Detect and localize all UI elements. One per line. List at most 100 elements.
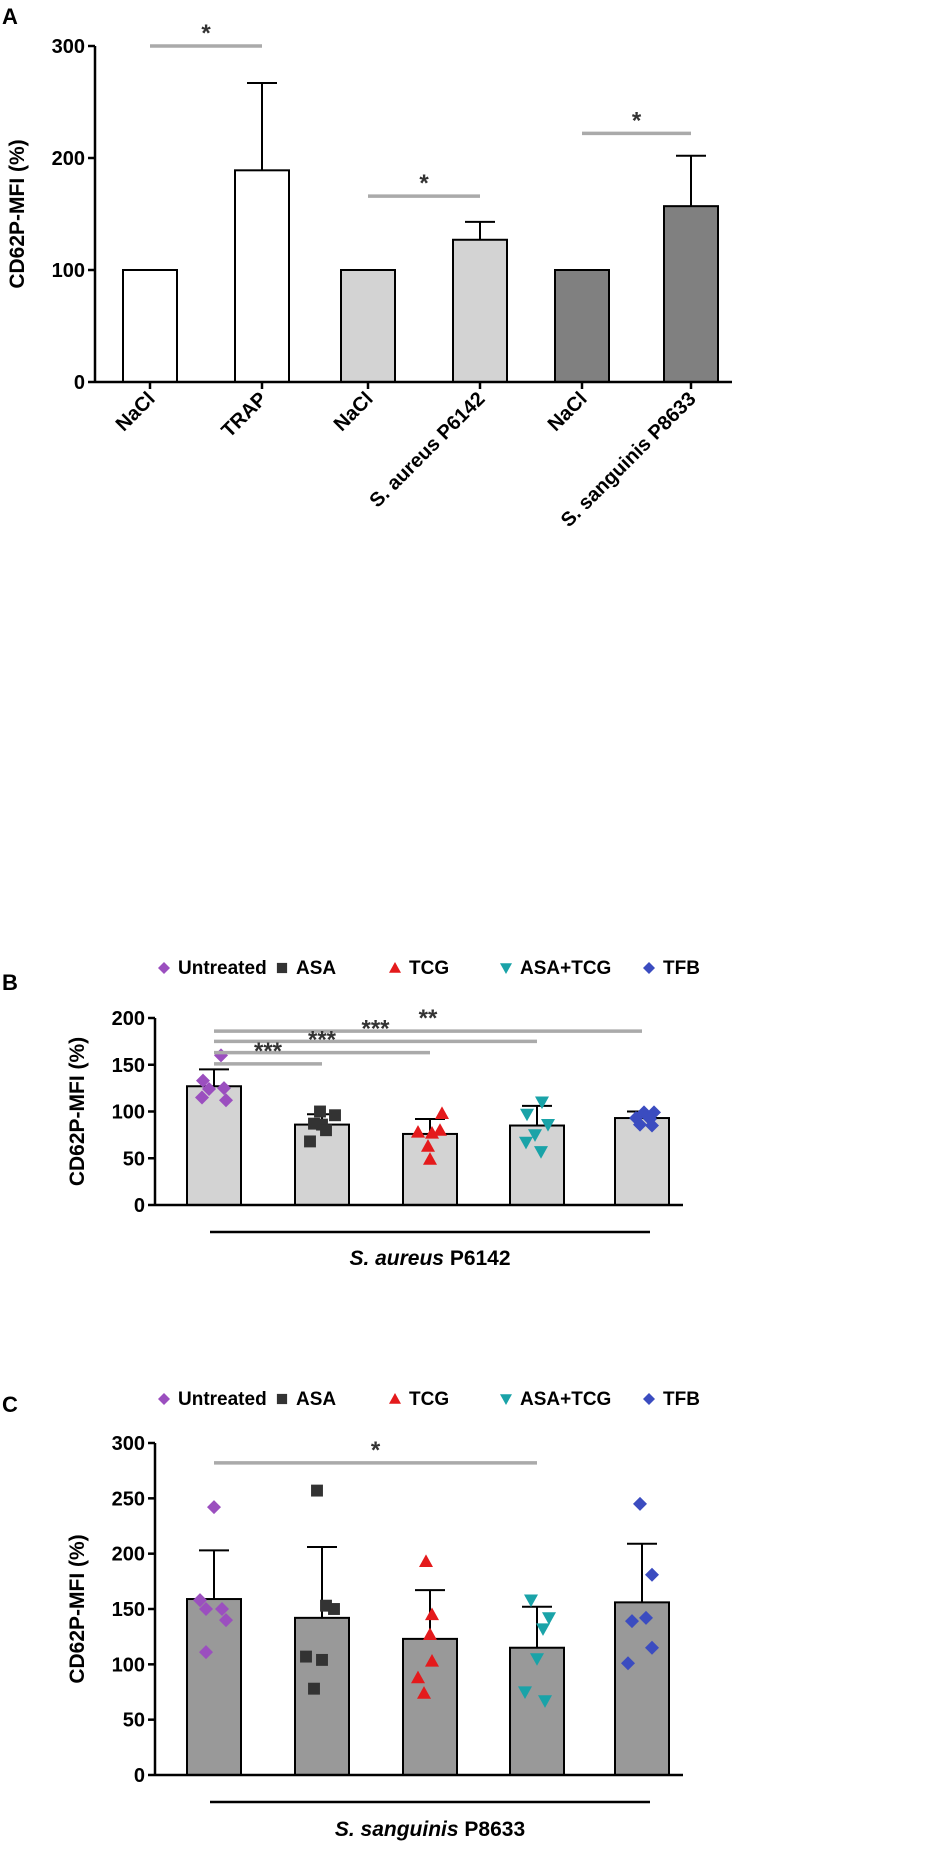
data-point bbox=[217, 1081, 231, 1096]
legend-marker-tcg bbox=[389, 962, 401, 973]
group-label: S. sanguinis P8633 bbox=[335, 1818, 525, 1841]
data-point bbox=[520, 1108, 534, 1122]
legend-label: TFB bbox=[663, 958, 700, 979]
y-tick-label: 200 bbox=[112, 1544, 145, 1566]
y-tick-label: 50 bbox=[123, 1148, 145, 1170]
data-point bbox=[519, 1136, 533, 1150]
data-point bbox=[411, 1125, 425, 1138]
y-tick-label: 0 bbox=[134, 1765, 145, 1787]
bar bbox=[340, 269, 396, 383]
significance-label: *** bbox=[254, 1038, 283, 1065]
y-tick-label: 250 bbox=[112, 1488, 145, 1510]
x-tick-label: NaCl bbox=[112, 388, 160, 436]
data-point bbox=[633, 1496, 647, 1511]
group-label-strain: P8633 bbox=[459, 1818, 526, 1841]
x-tick-label: NaCl bbox=[330, 388, 378, 436]
data-point bbox=[215, 1602, 229, 1616]
significance-label: * bbox=[419, 170, 429, 197]
significance-label: *** bbox=[308, 1027, 337, 1054]
data-point bbox=[535, 1096, 549, 1110]
data-point bbox=[300, 1650, 312, 1663]
legend-marker-asa-tcg bbox=[500, 963, 512, 974]
bar bbox=[452, 238, 508, 383]
y-tick-label: 300 bbox=[112, 1433, 145, 1455]
data-point bbox=[423, 1152, 437, 1165]
data-point bbox=[419, 1554, 433, 1568]
data-point bbox=[541, 1118, 555, 1132]
y-tick-label: 0 bbox=[74, 372, 85, 394]
legend-marker-asa bbox=[276, 1393, 288, 1405]
panel-b-chart: Untreated ASA TCG ASA+TCG TFB 0 50 100 150 200 CD6… bbox=[66, 958, 700, 1270]
bar bbox=[186, 1598, 242, 1777]
bar bbox=[234, 169, 290, 383]
group-label-species: S. sanguinis bbox=[335, 1818, 459, 1841]
data-point bbox=[423, 1627, 437, 1641]
y-axis-title: CD62P-MFI (%) bbox=[66, 1037, 89, 1186]
bar bbox=[122, 269, 178, 383]
y-tick-label: 100 bbox=[112, 1654, 145, 1676]
data-point bbox=[304, 1135, 316, 1148]
data-point bbox=[219, 1613, 233, 1628]
y-tick-label: 300 bbox=[52, 36, 85, 58]
bar bbox=[294, 1123, 350, 1206]
legend-label: ASA+TCG bbox=[520, 1389, 611, 1410]
data-point bbox=[534, 1146, 548, 1159]
significance-label: *** bbox=[361, 1015, 390, 1042]
y-tick-label: 100 bbox=[112, 1102, 145, 1124]
y-tick-label: 100 bbox=[52, 260, 85, 282]
data-point bbox=[308, 1117, 320, 1130]
data-point bbox=[524, 1594, 538, 1608]
data-point bbox=[417, 1686, 431, 1699]
data-point bbox=[311, 1484, 323, 1497]
bar bbox=[509, 1646, 565, 1776]
group-label: S. aureus P6142 bbox=[349, 1247, 510, 1270]
data-point bbox=[433, 1123, 447, 1136]
data-point bbox=[425, 1126, 439, 1139]
data-point bbox=[530, 1653, 544, 1666]
data-point bbox=[207, 1500, 221, 1515]
data-point bbox=[633, 1117, 647, 1132]
panel-c-chart: Untreated ASA TCG ASA+TCG TFB 0 50 100 150 200 250… bbox=[66, 1389, 700, 1841]
data-point bbox=[536, 1623, 550, 1636]
x-tick-label: S. aureus P6142 bbox=[365, 388, 489, 512]
group-label-strain: P6142 bbox=[444, 1247, 511, 1270]
significance-label: * bbox=[632, 107, 642, 134]
data-point bbox=[328, 1603, 340, 1615]
data-point bbox=[411, 1670, 425, 1684]
y-tick-label: 150 bbox=[112, 1599, 145, 1621]
data-point bbox=[199, 1645, 213, 1660]
y-tick-label: 200 bbox=[112, 1008, 145, 1030]
panel-letter-b: B bbox=[2, 970, 18, 995]
significance-label: * bbox=[201, 20, 211, 47]
y-tick-label: 50 bbox=[123, 1710, 145, 1732]
data-point bbox=[425, 1654, 439, 1667]
data-point bbox=[214, 1048, 228, 1063]
legend-marker-tcg bbox=[389, 1393, 401, 1404]
y-tick-label: 200 bbox=[52, 148, 85, 170]
legend-label: ASA bbox=[296, 1389, 336, 1410]
legend-label: TCG bbox=[409, 1389, 449, 1410]
x-tick-label: TRAP bbox=[217, 388, 271, 442]
data-point bbox=[320, 1124, 332, 1137]
y-tick-label: 0 bbox=[134, 1195, 145, 1217]
legend-label: TFB bbox=[663, 1389, 700, 1410]
legend-marker-asa bbox=[276, 962, 288, 974]
legend-marker-untreated bbox=[158, 962, 170, 974]
significance-label: * bbox=[371, 1437, 381, 1464]
data-point bbox=[639, 1610, 653, 1625]
bar bbox=[186, 1085, 242, 1207]
data-point bbox=[421, 1139, 435, 1152]
data-point bbox=[645, 1118, 659, 1133]
data-point bbox=[193, 1593, 207, 1608]
legend-label: TCG bbox=[409, 958, 449, 979]
data-point bbox=[621, 1656, 635, 1671]
data-point bbox=[538, 1695, 552, 1708]
panel-letter-a: A bbox=[2, 4, 18, 29]
bar bbox=[614, 1117, 670, 1207]
significance-label: ** bbox=[419, 1005, 438, 1032]
legend-label: ASA+TCG bbox=[520, 958, 611, 979]
data-point bbox=[320, 1599, 332, 1612]
data-point bbox=[425, 1607, 439, 1621]
data-point bbox=[316, 1653, 328, 1666]
